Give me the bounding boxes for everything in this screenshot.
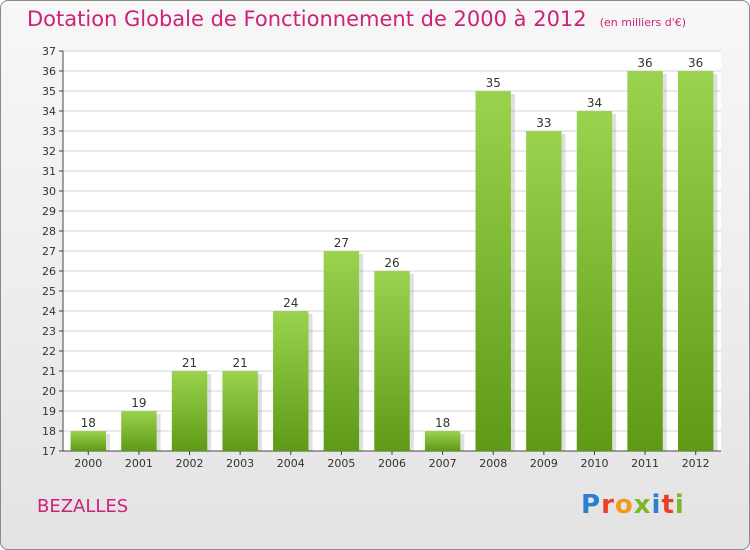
logo-letter: i <box>674 490 685 520</box>
data-label: 33 <box>536 116 551 130</box>
logo-letter: o <box>614 490 634 520</box>
proxiti-logo: Proxiti <box>581 490 685 520</box>
x-tick-label: 2002 <box>176 457 204 470</box>
chart-title-unit: (en milliers d'€) <box>599 16 687 29</box>
logo-letter: r <box>601 490 615 520</box>
y-tick-label: 34 <box>42 105 56 118</box>
bar <box>576 111 613 451</box>
y-tick-label: 21 <box>42 365 56 378</box>
y-tick-label: 18 <box>42 425 56 438</box>
x-tick-label: 2009 <box>530 457 558 470</box>
data-label: 19 <box>131 396 146 410</box>
bar <box>526 131 562 451</box>
y-tick-label: 36 <box>42 65 56 78</box>
data-label: 27 <box>334 236 349 250</box>
y-tick-label: 37 <box>42 45 56 58</box>
data-label: 18 <box>81 416 96 430</box>
x-tick-label: 2008 <box>479 457 507 470</box>
data-label: 21 <box>182 356 197 370</box>
data-label: 34 <box>587 96 602 110</box>
y-tick-label: 29 <box>42 205 56 218</box>
x-tick-label: 2001 <box>125 457 153 470</box>
bar <box>171 371 208 451</box>
bar <box>323 251 360 451</box>
bar <box>70 431 107 451</box>
bar <box>121 411 157 451</box>
logo-letter: t <box>661 490 675 520</box>
x-tick-label: 2006 <box>378 457 406 470</box>
chart-title: Dotation Globale de Fonctionnement de 20… <box>27 7 686 31</box>
y-tick-label: 20 <box>42 385 56 398</box>
y-tick-label: 22 <box>42 345 56 358</box>
data-label: 36 <box>637 56 652 70</box>
y-tick-label: 31 <box>42 165 56 178</box>
data-label: 26 <box>384 256 399 270</box>
data-label: 21 <box>233 356 248 370</box>
chart-title-main: Dotation Globale de Fonctionnement de 20… <box>27 7 587 31</box>
y-tick-label: 17 <box>42 445 56 458</box>
logo-letter: x <box>633 490 652 520</box>
y-tick-label: 27 <box>42 245 56 258</box>
bar <box>475 91 511 451</box>
x-tick-label: 2010 <box>580 457 608 470</box>
y-tick-label: 30 <box>42 185 56 198</box>
x-tick-label: 2004 <box>277 457 305 470</box>
y-tick-label: 28 <box>42 225 56 238</box>
x-tick-label: 2007 <box>429 457 457 470</box>
bar <box>627 71 663 451</box>
bar <box>222 371 258 451</box>
logo-letter: P <box>581 490 602 520</box>
bar <box>273 311 309 451</box>
y-tick-label: 19 <box>42 405 56 418</box>
x-tick-label: 2003 <box>226 457 254 470</box>
x-tick-label: 2012 <box>682 457 710 470</box>
logo-letter: i <box>651 490 662 520</box>
bar <box>424 431 461 451</box>
data-label: 36 <box>688 56 703 70</box>
data-label: 24 <box>283 296 298 310</box>
y-tick-label: 24 <box>42 305 56 318</box>
y-tick-label: 33 <box>42 125 56 138</box>
commune-name: BEZALLES <box>37 496 129 517</box>
y-tick-label: 26 <box>42 265 56 278</box>
x-tick-label: 2000 <box>74 457 102 470</box>
data-label: 35 <box>486 76 501 90</box>
x-tick-label: 2011 <box>631 457 659 470</box>
bar <box>374 271 410 451</box>
y-tick-label: 23 <box>42 325 56 338</box>
y-tick-label: 25 <box>42 285 56 298</box>
y-tick-label: 32 <box>42 145 56 158</box>
bar <box>677 71 714 451</box>
data-label: 18 <box>435 416 450 430</box>
y-tick-label: 35 <box>42 85 56 98</box>
x-tick-label: 2005 <box>327 457 355 470</box>
